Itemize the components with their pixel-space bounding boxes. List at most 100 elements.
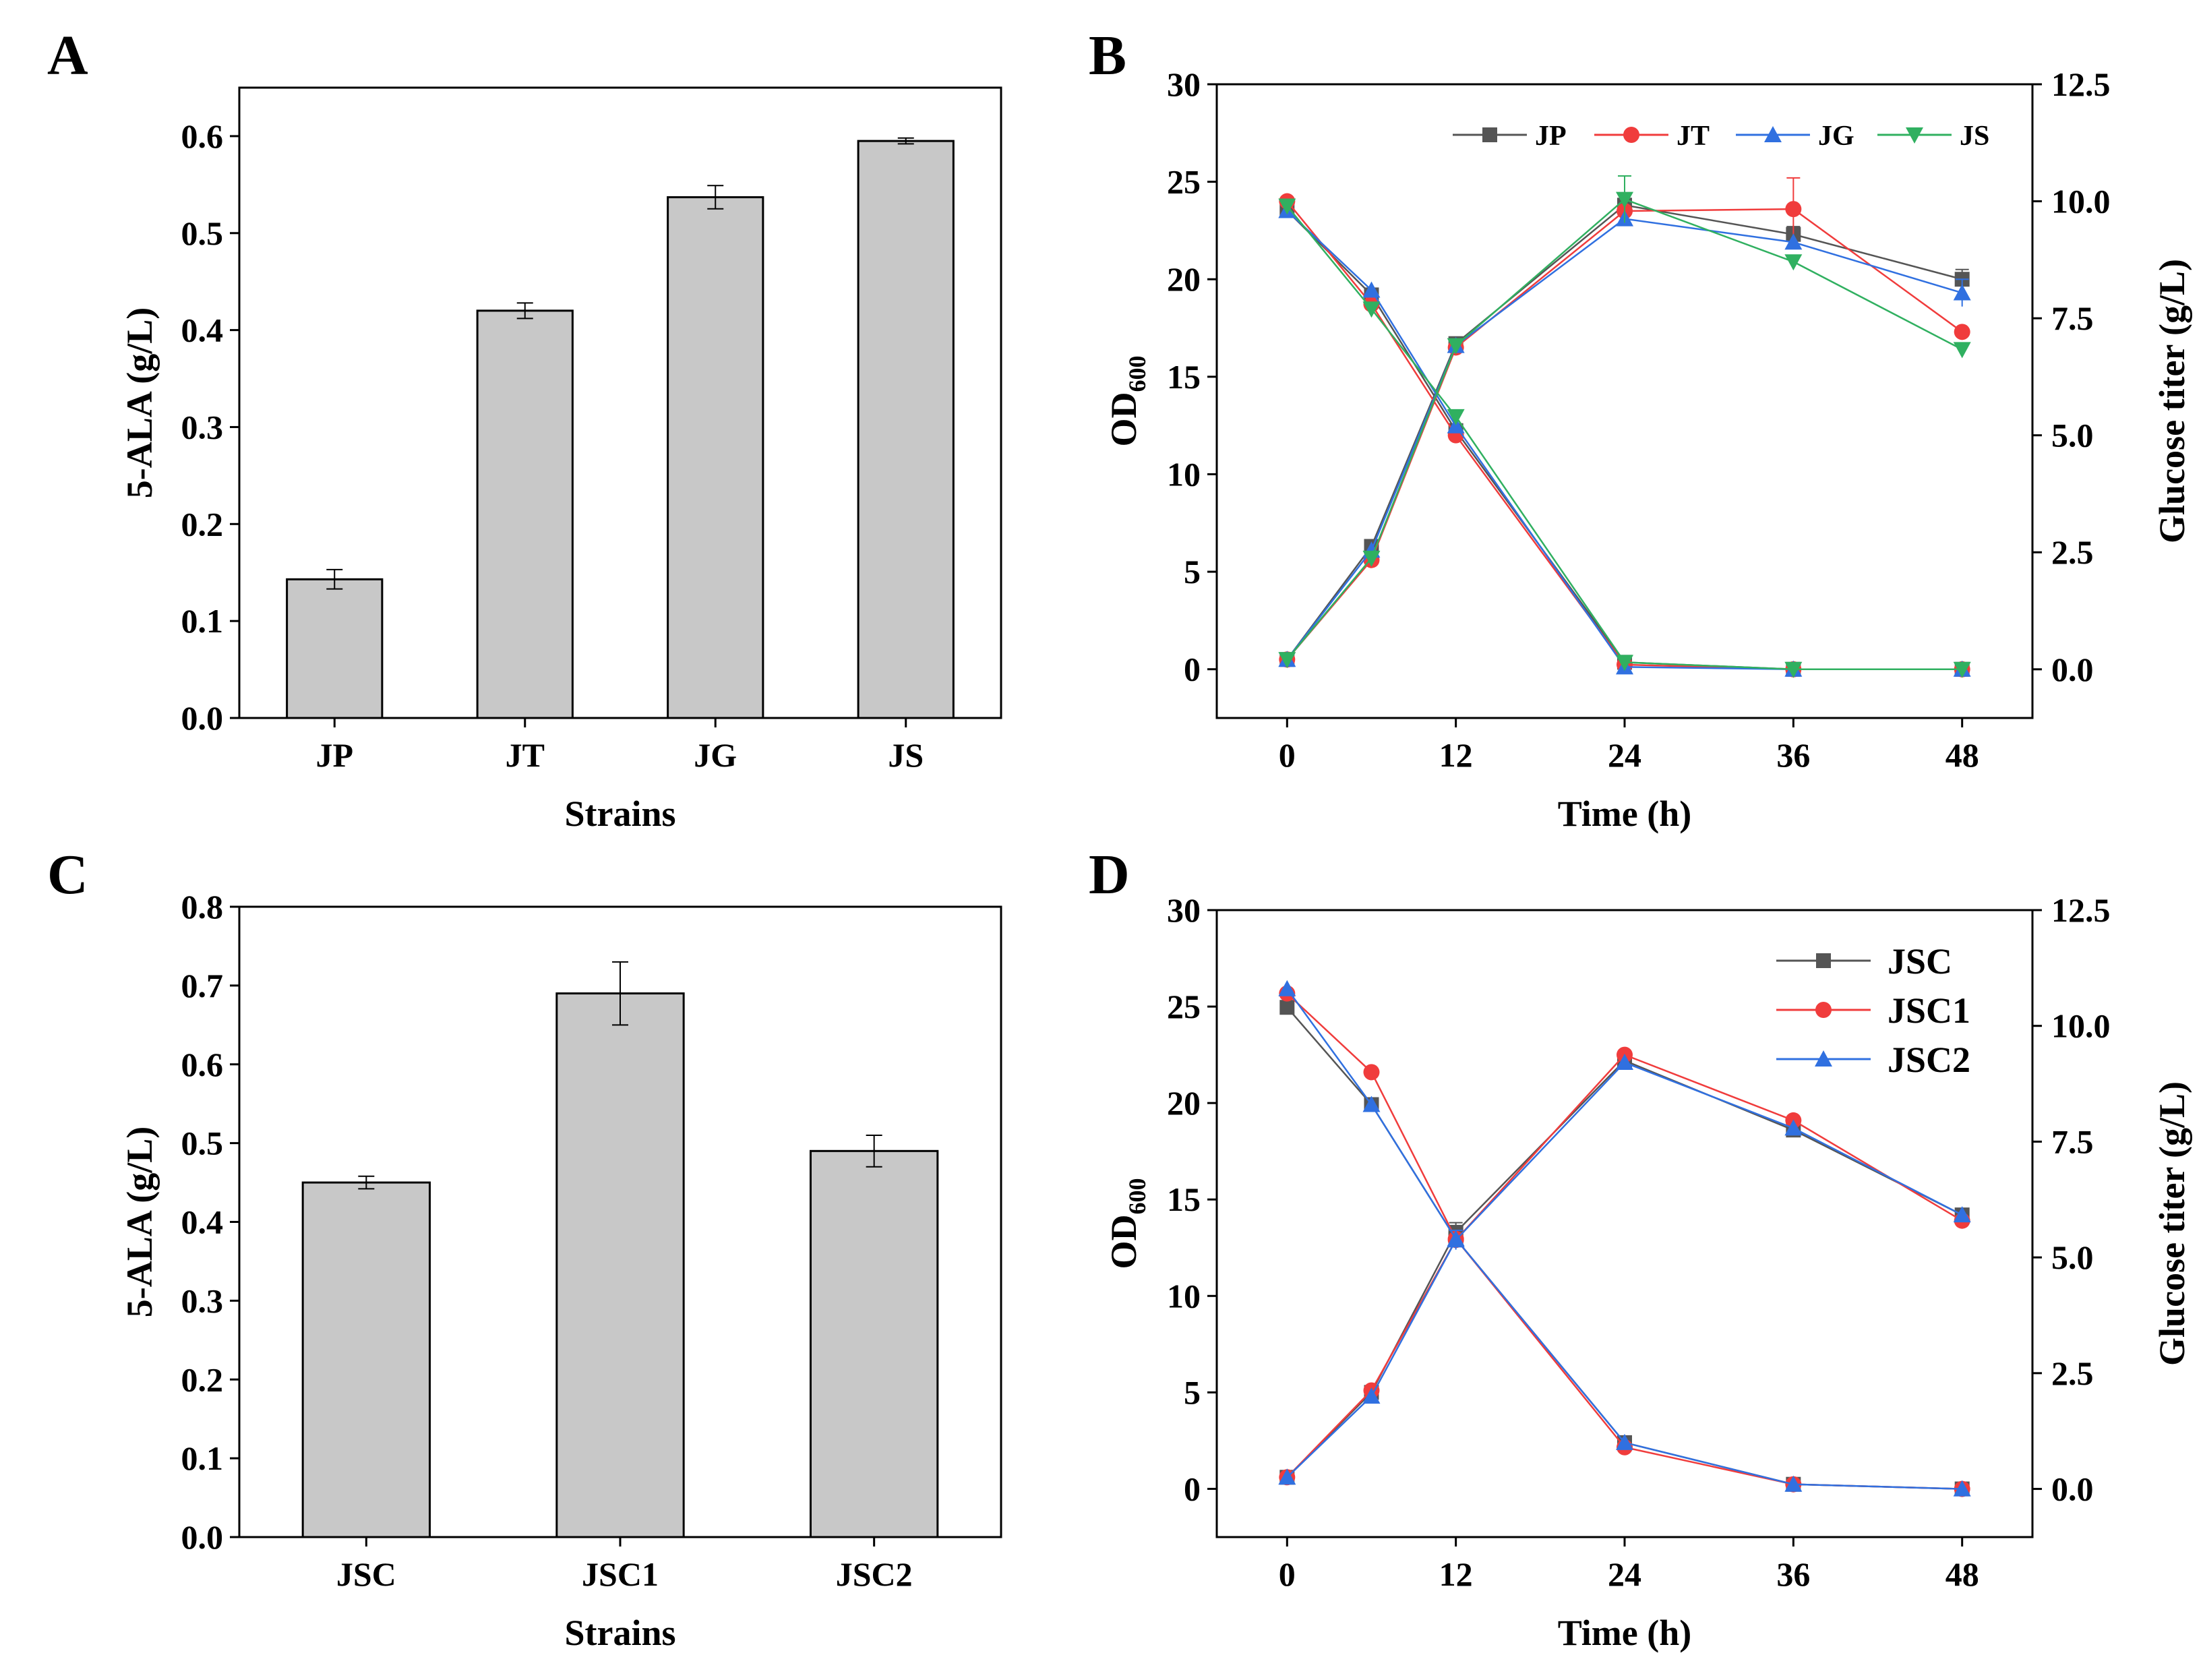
y-tick-label: 0.8 — [181, 888, 224, 926]
x-tick-label: JSC1 — [582, 1555, 659, 1593]
panel-letter-d: D — [1089, 843, 1130, 906]
od-point — [1784, 233, 1803, 250]
series-jsc2 — [1278, 980, 1971, 1497]
y-tick-label: 0.1 — [181, 602, 224, 640]
chart-b: 0 5 10 15 20 25 30 0.0 2.5 5.0 7.5 10.0 12.5 0 12 24 36 4… — [1104, 65, 2192, 834]
glucose-point — [1616, 1433, 1633, 1450]
legend: JSC JSC1 JSC2 — [1776, 941, 1970, 1080]
glucose-point — [1953, 1480, 1971, 1497]
y-tick-label: 15 — [1167, 358, 1201, 396]
chart-d: 0 5 10 15 20 25 30 0.0 2.5 5.0 7.5 10.0 12.5 0 12 24 36 4… — [1104, 891, 2192, 1653]
y-tick-label: 0.5 — [181, 1124, 224, 1162]
legend-label: JSC — [1888, 941, 1952, 982]
y-tick-label: 0.6 — [181, 1046, 224, 1083]
y-tick-label: 0.0 — [181, 699, 224, 737]
y-tick-label: 0.3 — [181, 408, 224, 446]
legend: JP JT JG JS — [1453, 121, 1989, 152]
y-axis-label: 5-ALA (g/L) — [119, 1127, 160, 1318]
od-line — [1286, 198, 1963, 661]
x-axis-label: Time (h) — [1558, 1613, 1692, 1653]
od-line — [1286, 218, 1963, 660]
y-tick-label: 5 — [1184, 1373, 1201, 1411]
glucose-line — [1286, 205, 1962, 671]
y-axis-label: OD600 — [1104, 356, 1151, 447]
x-tick-label: 24 — [1608, 736, 1641, 774]
y-tick-label: 20 — [1167, 260, 1201, 298]
chart-a: 0.0 0.1 0.2 0.3 0.4 0.5 0.6 JP JT JG JS Strains 5-AL… — [119, 86, 1002, 834]
y-axis-label-main: OD — [1104, 1215, 1144, 1269]
legend-marker — [1764, 126, 1782, 142]
bar — [286, 578, 384, 719]
x-tick-label: 0 — [1279, 1555, 1296, 1593]
glucose-point — [1362, 301, 1381, 318]
x-tick-label: 0 — [1279, 736, 1296, 774]
bar — [667, 196, 764, 719]
glucose-point — [1363, 1064, 1380, 1081]
series-js — [1278, 175, 1971, 678]
x-tick-label: JSC2 — [836, 1555, 913, 1593]
y2-tick-label: 2.5 — [2051, 1354, 2094, 1392]
y2-tick-label: 2.5 — [2051, 533, 2094, 571]
y-tick-label: 30 — [1167, 65, 1201, 103]
y-tick-label: 0 — [1184, 651, 1201, 688]
glucose-point — [1616, 655, 1633, 671]
x-tick-label: 36 — [1776, 736, 1810, 774]
legend-marker — [1623, 127, 1639, 143]
legend-label: JT — [1677, 121, 1710, 152]
x-tick-label: JT — [506, 736, 545, 774]
glucose-point — [1362, 281, 1381, 298]
y-axis-label: OD600 — [1104, 1178, 1151, 1269]
y2-tick-label: 5.0 — [2051, 1238, 2094, 1276]
legend-marker — [1906, 127, 1923, 144]
y2-tick-label: 0.0 — [2051, 651, 2094, 688]
y2-tick-label: 7.5 — [2051, 299, 2094, 337]
legend-label: JP — [1535, 121, 1567, 152]
y-tick-label: 25 — [1167, 163, 1201, 201]
legend-label: JSC2 — [1888, 1040, 1970, 1080]
x-tick-label: 12 — [1439, 736, 1473, 774]
glucose-point — [1447, 409, 1465, 425]
y-tick-label: 0.7 — [181, 967, 224, 1004]
od-point — [1954, 324, 1970, 340]
glucose-point — [1784, 661, 1803, 678]
bar — [476, 309, 574, 719]
od-point — [1784, 254, 1803, 271]
panel-letter-c: C — [47, 843, 88, 906]
y-tick-label: 0.2 — [181, 1360, 224, 1398]
od-point — [1447, 338, 1465, 355]
y-tick-label: 10 — [1167, 1277, 1201, 1315]
panel-letter-b: B — [1089, 24, 1126, 87]
y-tick-label: 0.4 — [181, 1203, 224, 1241]
x-tick-label: JSC — [336, 1555, 396, 1593]
y-axis-label-main: OD — [1104, 392, 1144, 447]
y-axis-label-subscript: 600 — [1124, 1178, 1151, 1215]
y2-tick-label: 10.0 — [2051, 183, 2111, 220]
x-axis-label: Strains — [564, 1613, 675, 1653]
legend-marker — [1815, 1002, 1832, 1018]
od-point — [1362, 1387, 1381, 1404]
glucose-line — [1286, 988, 1962, 1490]
legend-label: JG — [1818, 121, 1854, 152]
y2-tick-label: 12.5 — [2051, 65, 2111, 103]
od-point — [1953, 1206, 1971, 1223]
y2-tick-label: 5.0 — [2051, 417, 2094, 454]
glucose-point — [1784, 1475, 1803, 1492]
glucose-point — [1953, 661, 1971, 678]
od-point — [1616, 1054, 1633, 1071]
od-point — [1278, 652, 1296, 669]
od-point — [1953, 284, 1971, 301]
od-point — [1785, 201, 1802, 218]
legend-marker — [1816, 953, 1831, 968]
chart-c: 0.0 0.1 0.2 0.3 0.4 0.5 0.6 0.7 0.8 JSC JSC1 JSC2 St… — [119, 888, 1002, 1653]
glucose-point — [1279, 1000, 1295, 1015]
x-axis-label: Time (h) — [1558, 793, 1692, 834]
bar — [857, 140, 955, 719]
y-tick-label: 25 — [1167, 988, 1201, 1025]
x-tick-label: 36 — [1776, 1555, 1810, 1593]
bar — [301, 1181, 431, 1538]
x-tick-label: 12 — [1439, 1555, 1473, 1593]
y-tick-label: 20 — [1167, 1084, 1201, 1122]
y-tick-label: 0.4 — [181, 311, 224, 349]
od-point — [1616, 191, 1633, 208]
